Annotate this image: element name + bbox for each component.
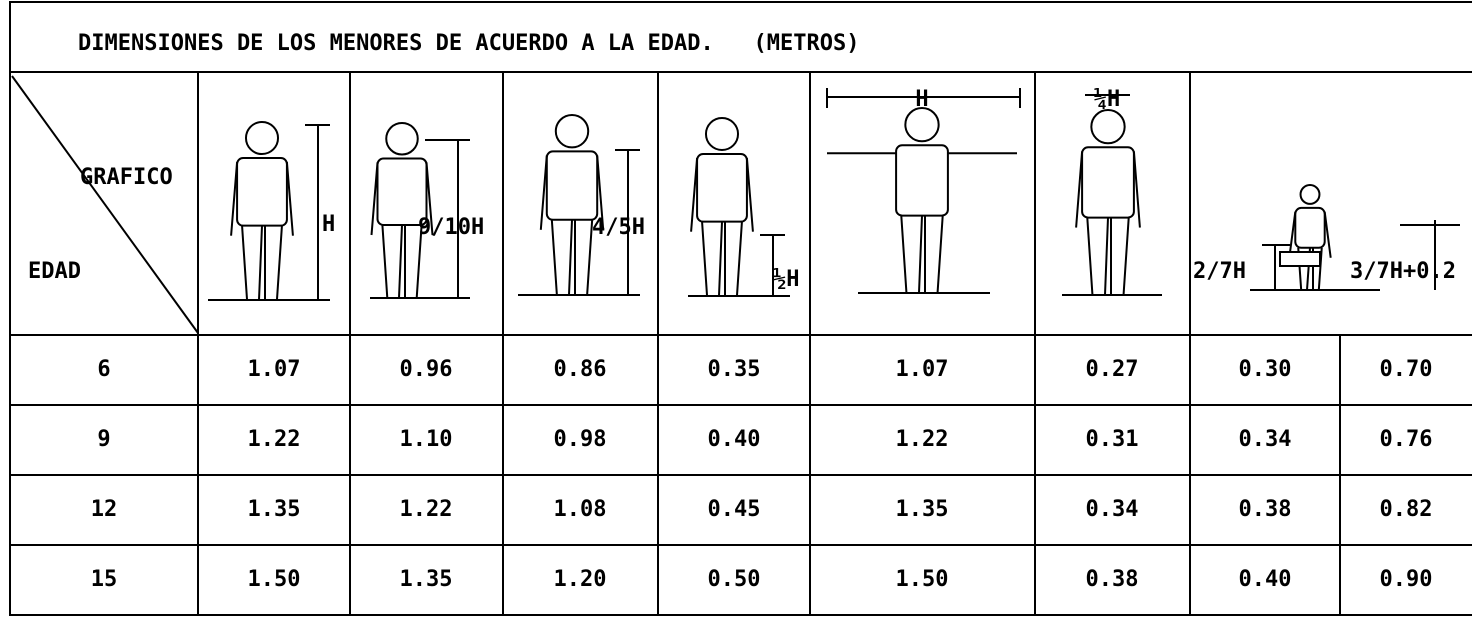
figure-legs	[1297, 247, 1323, 291]
figure-head	[704, 117, 740, 152]
cell-value: 1.35	[400, 567, 453, 592]
figure-drawing	[1075, 109, 1141, 296]
cell-value: 1.08	[554, 497, 607, 522]
figure-arms	[539, 155, 605, 230]
figure-label: 3/7H+0.2	[1350, 259, 1456, 284]
dimension-line	[826, 88, 1021, 108]
figure-drawing	[1288, 184, 1332, 291]
figure-legs	[701, 221, 743, 297]
cell-value: 0.40	[1239, 567, 1292, 592]
figure-legs	[900, 215, 944, 294]
title: DIMENSIONES DE LOS MENORES DE ACUERDO A …	[78, 31, 859, 56]
cell-value: 0.45	[708, 497, 761, 522]
figure-label: H	[322, 212, 335, 237]
figure-label: ½H	[773, 267, 800, 292]
cell-value: 0.90	[1380, 567, 1433, 592]
cell-value: 1.35	[248, 497, 301, 522]
dimension-line	[760, 234, 785, 296]
figure-head	[904, 107, 940, 143]
cell-value: 0.50	[708, 567, 761, 592]
figure-head	[1090, 109, 1126, 145]
cell-value: 0.35	[708, 357, 761, 382]
cell-value: 1.35	[896, 497, 949, 522]
figure-drawing	[827, 107, 1017, 294]
figure-label: 2/7H	[1193, 259, 1246, 284]
age-cell: 15	[91, 567, 118, 592]
cell-value: 0.40	[708, 427, 761, 452]
figure-legs	[241, 225, 283, 301]
cell-value: 1.22	[248, 427, 301, 452]
cell-value: 0.76	[1380, 427, 1433, 452]
cell-value: 0.96	[400, 357, 453, 382]
figure-drawing	[230, 121, 294, 301]
figure-head	[1299, 184, 1321, 205]
cell-value: 1.20	[554, 567, 607, 592]
cell-value: 0.70	[1380, 357, 1433, 382]
cell-value: 0.38	[1086, 567, 1139, 592]
figure-arms	[1288, 211, 1332, 258]
dimension-line	[425, 139, 470, 298]
figure-label: 9/10H	[418, 215, 484, 240]
figure-label: 4/5H	[592, 215, 645, 240]
cell-value: 0.27	[1086, 357, 1139, 382]
cell-value: 0.34	[1086, 497, 1139, 522]
dimension-line	[615, 149, 640, 295]
figure-body	[1294, 206, 1326, 249]
cell-value: 1.50	[248, 567, 301, 592]
figure-arms	[1075, 151, 1141, 228]
age-cell: 9	[97, 427, 110, 452]
figure-arms	[230, 161, 294, 236]
figure-body	[236, 157, 288, 227]
dimension-line	[305, 124, 330, 300]
age-cell: 12	[91, 497, 118, 522]
dimension-line	[1262, 220, 1460, 290]
cell-value: 0.82	[1380, 497, 1433, 522]
figure-legs	[1086, 217, 1130, 296]
cell-value: 1.07	[896, 357, 949, 382]
figure-arms	[370, 162, 434, 236]
cell-value: 1.10	[400, 427, 453, 452]
figure-label: H	[915, 87, 928, 112]
edad-label: EDAD	[28, 259, 81, 284]
figure-head	[385, 122, 419, 156]
age-cell: 6	[97, 357, 110, 382]
seat	[1279, 251, 1321, 267]
cell-value: 0.34	[1239, 427, 1292, 452]
cell-value: 1.50	[896, 567, 949, 592]
cell-value: 1.07	[248, 357, 301, 382]
figure-drawing	[690, 117, 754, 297]
figure-arms	[690, 157, 754, 232]
cell-value: 0.38	[1239, 497, 1292, 522]
cell-value: 1.22	[400, 497, 453, 522]
figure-legs	[381, 224, 423, 299]
figure-drawing	[370, 122, 434, 299]
figure-label: ¼H	[1094, 87, 1121, 112]
cell-value: 0.86	[554, 357, 607, 382]
figure-body	[696, 153, 748, 223]
figure-body	[895, 144, 949, 217]
figure-drawing	[539, 114, 605, 296]
cell-value: 1.22	[896, 427, 949, 452]
cell-value: 0.30	[1239, 357, 1292, 382]
cell-value: 0.31	[1086, 427, 1139, 452]
figure-legs	[550, 219, 594, 296]
cell-value: 0.98	[554, 427, 607, 452]
grid	[9, 1, 1472, 616]
figure-head	[554, 114, 590, 149]
figure-body	[1081, 146, 1135, 219]
figure-body	[545, 150, 599, 221]
figure-head	[244, 121, 280, 156]
grafico-label: GRAFICO	[80, 165, 173, 190]
